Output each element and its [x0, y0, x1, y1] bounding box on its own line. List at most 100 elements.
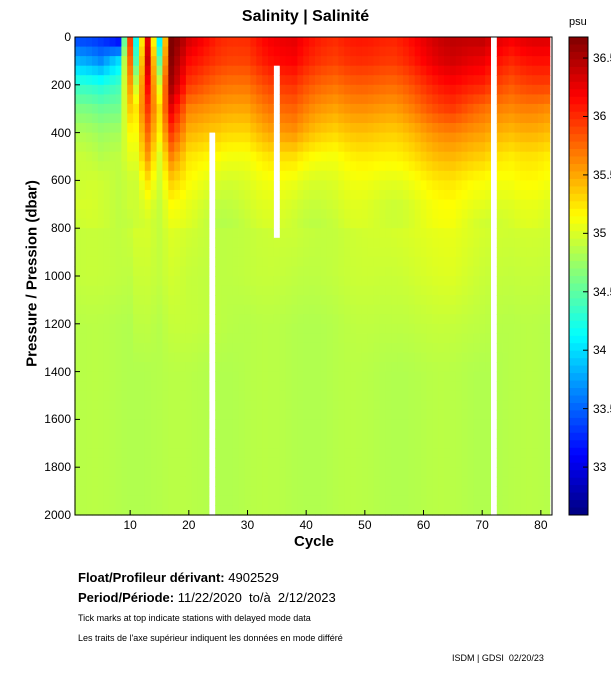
heatmap-cell [496, 37, 504, 48]
heatmap-cell [373, 467, 381, 478]
heatmap-cell [420, 37, 428, 48]
heatmap-cell [133, 371, 140, 382]
heatmap-cell [303, 103, 310, 115]
heatmap-cell [479, 276, 486, 287]
heatmap-cell [432, 218, 439, 229]
heatmap-cell [356, 400, 363, 411]
heatmap-cell [379, 448, 386, 459]
heatmap-cell [385, 37, 392, 48]
heatmap-cell [162, 352, 169, 363]
heatmap-cell [103, 113, 111, 124]
heatmap-cell [262, 151, 269, 162]
heatmap-cell [250, 46, 257, 57]
heatmap-cell [121, 352, 128, 363]
heatmap-cell [356, 161, 363, 172]
heatmap-cell [344, 209, 351, 220]
heatmap-cell [80, 457, 87, 468]
heatmap-cell [162, 170, 169, 181]
heatmap-cell [403, 266, 410, 277]
heatmap-cell [379, 295, 386, 306]
heatmap-cell [461, 237, 469, 248]
heatmap-cell [232, 94, 240, 105]
heatmap-cell [491, 37, 498, 48]
heatmap-cell [97, 476, 105, 487]
heatmap-cell [203, 266, 210, 277]
heatmap-cell [373, 476, 381, 487]
heatmap-cell [256, 56, 263, 67]
heatmap-cell [449, 285, 457, 296]
heatmap-cell [150, 342, 158, 354]
heatmap-cell [162, 209, 169, 220]
colorbar-segment [569, 328, 588, 337]
heatmap-cell [232, 438, 240, 449]
heatmap-cell [449, 495, 457, 507]
heatmap-cell [496, 448, 504, 459]
heatmap-cell [121, 142, 128, 153]
heatmap-cell [520, 362, 527, 373]
heatmap-cell [180, 390, 187, 401]
heatmap-cell [379, 46, 386, 57]
heatmap-cell [391, 390, 398, 401]
heatmap-cell [86, 467, 93, 478]
heatmap-cell [479, 448, 486, 459]
heatmap-cell [238, 190, 246, 201]
heatmap-cell [215, 342, 222, 354]
heatmap-cell [256, 199, 263, 210]
heatmap-cell [320, 180, 328, 191]
heatmap-cell [215, 285, 222, 296]
heatmap-cell [520, 113, 527, 124]
heatmap-cell [80, 276, 87, 287]
heatmap-cell [139, 400, 146, 411]
heatmap-cell [315, 209, 322, 220]
heatmap-cell [332, 218, 340, 229]
heatmap-cell [232, 323, 240, 334]
heatmap-cell [426, 333, 433, 344]
heatmap-cell [180, 467, 187, 478]
colorbar-segment [569, 403, 588, 411]
heatmap-cell [279, 400, 287, 411]
heatmap-cell [215, 457, 222, 468]
heatmap-cell [203, 304, 210, 315]
heatmap-cell [455, 132, 463, 143]
heatmap-cell [127, 476, 134, 487]
heatmap-cell [133, 285, 140, 296]
heatmap-cell [391, 304, 398, 315]
heatmap-cell [180, 151, 187, 162]
y-tick-label: 800 [50, 221, 71, 236]
heatmap-cell [485, 342, 492, 354]
colorbar-segment [569, 96, 588, 105]
heatmap-cell [273, 209, 281, 220]
heatmap-cell [491, 266, 498, 277]
heatmap-cell [461, 75, 469, 86]
heatmap-cell [315, 65, 322, 76]
heatmap-cell [309, 103, 316, 115]
heatmap-cell [344, 476, 351, 487]
heatmap-cell [139, 371, 146, 382]
heatmap-cell [156, 46, 164, 57]
heatmap-cell [303, 256, 310, 268]
heatmap-cell [543, 180, 551, 191]
heatmap-cell [426, 276, 433, 287]
heatmap-cell [185, 323, 193, 334]
heatmap-cell [479, 429, 486, 440]
heatmap-cell [227, 123, 234, 134]
heatmap-cell [379, 228, 386, 239]
heatmap-cell [403, 218, 410, 229]
heatmap-cell [303, 142, 310, 153]
heatmap-cell [203, 438, 210, 449]
heatmap-cell [133, 381, 140, 392]
heatmap-cell [268, 209, 275, 220]
heatmap-cell [320, 438, 328, 449]
heatmap-cell [250, 228, 257, 239]
heatmap-cell [303, 228, 310, 239]
heatmap-cell [174, 123, 181, 134]
heatmap-cell [385, 180, 392, 191]
heatmap-cell [502, 352, 510, 363]
heatmap-cell [209, 56, 216, 67]
heatmap-cell [420, 419, 428, 430]
heatmap-cell [356, 314, 363, 325]
heatmap-cell [496, 199, 504, 210]
heatmap-cell [444, 218, 451, 229]
heatmap-cell [297, 266, 304, 277]
heatmap-cell [508, 247, 516, 258]
